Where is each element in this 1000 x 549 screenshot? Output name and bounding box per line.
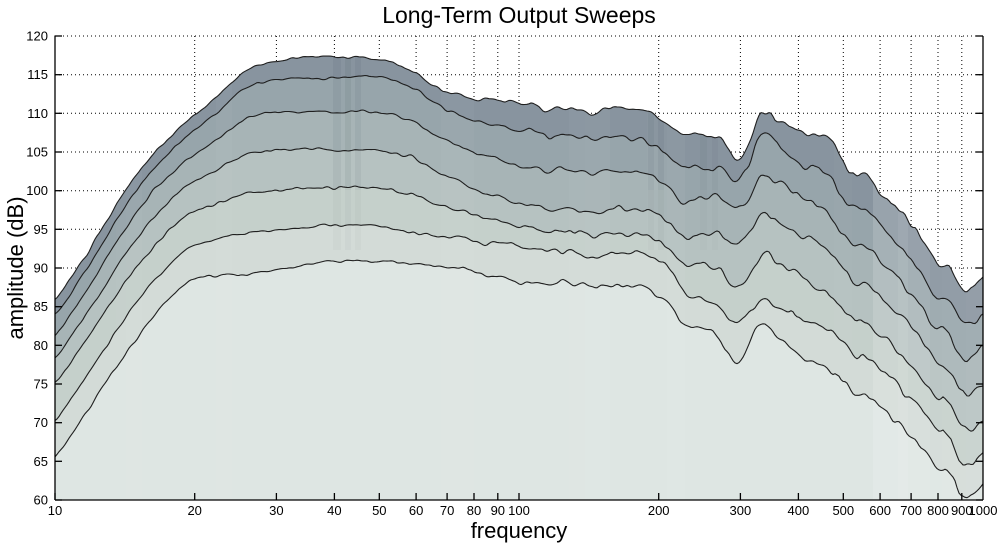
svg-text:60: 60 <box>409 503 423 518</box>
svg-text:105: 105 <box>26 145 48 160</box>
svg-text:70: 70 <box>440 503 454 518</box>
svg-text:90: 90 <box>34 261 48 276</box>
svg-text:80: 80 <box>467 503 481 518</box>
svg-text:200: 200 <box>648 503 670 518</box>
svg-text:Long-Term Output Sweeps: Long-Term Output Sweeps <box>382 2 656 28</box>
svg-text:20: 20 <box>187 503 201 518</box>
svg-text:10: 10 <box>48 503 62 518</box>
svg-text:115: 115 <box>27 67 48 82</box>
svg-text:500: 500 <box>832 503 854 518</box>
svg-text:65: 65 <box>34 454 48 469</box>
svg-text:400: 400 <box>788 503 810 518</box>
svg-text:300: 300 <box>730 503 752 518</box>
svg-text:frequency: frequency <box>471 518 568 543</box>
svg-text:50: 50 <box>372 503 386 518</box>
svg-text:900: 900 <box>951 503 973 518</box>
svg-text:70: 70 <box>34 415 48 430</box>
svg-text:80: 80 <box>34 338 48 353</box>
svg-text:40: 40 <box>327 503 341 518</box>
svg-text:95: 95 <box>34 222 48 237</box>
svg-text:75: 75 <box>34 377 48 392</box>
svg-text:100: 100 <box>508 503 530 518</box>
svg-text:1000: 1000 <box>969 503 998 518</box>
svg-text:30: 30 <box>269 503 283 518</box>
svg-text:110: 110 <box>27 106 48 121</box>
svg-text:800: 800 <box>927 503 949 518</box>
svg-text:600: 600 <box>869 503 891 518</box>
svg-text:100: 100 <box>26 183 48 198</box>
svg-text:amplitude (dB): amplitude (dB) <box>3 196 28 339</box>
svg-text:85: 85 <box>34 299 48 314</box>
svg-text:90: 90 <box>491 503 505 518</box>
svg-text:60: 60 <box>34 493 48 508</box>
svg-text:120: 120 <box>26 29 48 44</box>
svg-text:700: 700 <box>900 503 922 518</box>
